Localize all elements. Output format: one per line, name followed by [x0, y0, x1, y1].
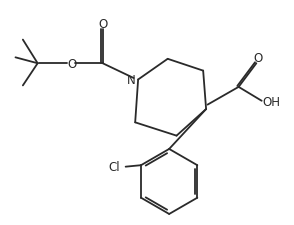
Text: O: O: [98, 18, 107, 31]
Text: O: O: [253, 52, 263, 65]
Text: OH: OH: [262, 96, 280, 109]
Text: Cl: Cl: [108, 160, 120, 173]
Text: N: N: [127, 74, 136, 87]
Text: O: O: [67, 57, 76, 70]
